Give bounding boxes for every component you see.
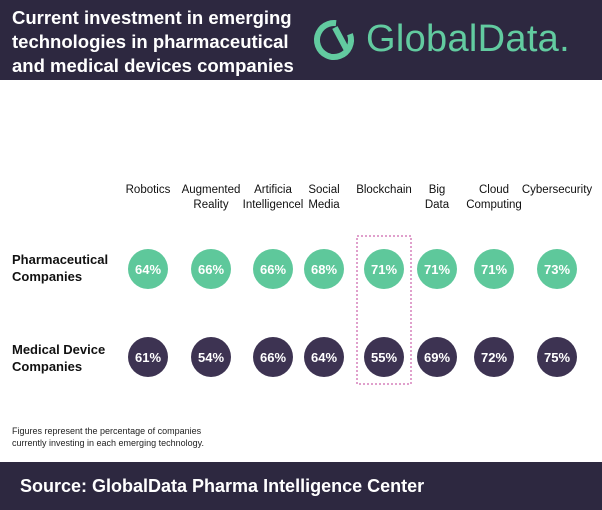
data-label: 75% bbox=[544, 350, 570, 365]
footnote-line-1: Figures represent the percentage of comp… bbox=[12, 426, 202, 436]
globaldata-logo-text: GlobalData. bbox=[366, 18, 570, 60]
chart-title-line-2: technologies in pharmaceutical bbox=[12, 31, 289, 52]
value-bubble bbox=[304, 337, 344, 377]
value-bubble bbox=[474, 337, 514, 377]
value-bubble bbox=[253, 249, 293, 289]
column-header: Artificia bbox=[254, 184, 292, 196]
data-label: 72% bbox=[481, 350, 507, 365]
data-label: 66% bbox=[260, 350, 286, 365]
column-header: Big bbox=[429, 184, 446, 196]
chart-title-line-3: and medical devices companies bbox=[12, 55, 294, 76]
column-header: Cloud bbox=[479, 184, 509, 196]
data-label: 54% bbox=[198, 350, 224, 365]
value-bubble bbox=[191, 249, 231, 289]
data-label: 55% bbox=[371, 350, 397, 365]
column-header: Data bbox=[425, 199, 450, 211]
value-bubble bbox=[364, 337, 404, 377]
column-header: Robotics bbox=[126, 184, 171, 196]
data-label: 66% bbox=[198, 262, 224, 277]
column-header: Blockchain bbox=[356, 184, 412, 196]
footer-banner: Source: GlobalData Pharma Intelligence C… bbox=[0, 462, 602, 510]
data-label: 71% bbox=[424, 262, 450, 277]
value-bubble bbox=[474, 249, 514, 289]
data-label: 69% bbox=[424, 350, 450, 365]
globaldata-logo-icon bbox=[314, 20, 354, 60]
value-bubble bbox=[537, 337, 577, 377]
data-label: 68% bbox=[311, 262, 337, 277]
column-header: Reality bbox=[193, 199, 228, 211]
investment-chart: Robotics Augmented Reality Artificia Intelli… bbox=[12, 184, 593, 385]
value-bubble bbox=[417, 337, 457, 377]
value-bubble bbox=[128, 249, 168, 289]
column-header: Media bbox=[308, 199, 340, 211]
globaldata-logo: GlobalData. bbox=[312, 12, 594, 68]
data-label: 71% bbox=[481, 262, 507, 277]
row-label: Medical Device bbox=[12, 342, 105, 357]
value-bubble bbox=[191, 337, 231, 377]
data-label: 71% bbox=[371, 262, 397, 277]
column-header: Cybersecurity bbox=[522, 184, 593, 196]
footnote-line-2: currently investing in each emerging tec… bbox=[12, 438, 204, 448]
column-header: Intelligencel bbox=[243, 199, 304, 211]
row-label: Companies bbox=[12, 269, 82, 284]
value-bubble bbox=[364, 249, 404, 289]
data-label: 73% bbox=[544, 262, 570, 277]
value-bubble bbox=[304, 249, 344, 289]
column-header: Social bbox=[308, 184, 339, 196]
highlight-box bbox=[356, 235, 412, 385]
row-label: Companies bbox=[12, 359, 82, 374]
header-banner: Current investment in emerging technolog… bbox=[0, 0, 602, 80]
source-label: Source: GlobalData Pharma Intelligence C… bbox=[20, 476, 425, 496]
column-header: Computing bbox=[466, 199, 522, 211]
data-label: 61% bbox=[135, 350, 161, 365]
chart-title-line-1: Current investment in emerging bbox=[12, 7, 292, 28]
data-label: 64% bbox=[135, 262, 161, 277]
value-bubble bbox=[253, 337, 293, 377]
data-label: 64% bbox=[311, 350, 337, 365]
value-bubble bbox=[537, 249, 577, 289]
value-bubble bbox=[128, 337, 168, 377]
data-label: 66% bbox=[260, 262, 286, 277]
column-header: Augmented bbox=[182, 184, 241, 196]
row-label: Pharmaceutical bbox=[12, 252, 108, 267]
value-bubble bbox=[417, 249, 457, 289]
